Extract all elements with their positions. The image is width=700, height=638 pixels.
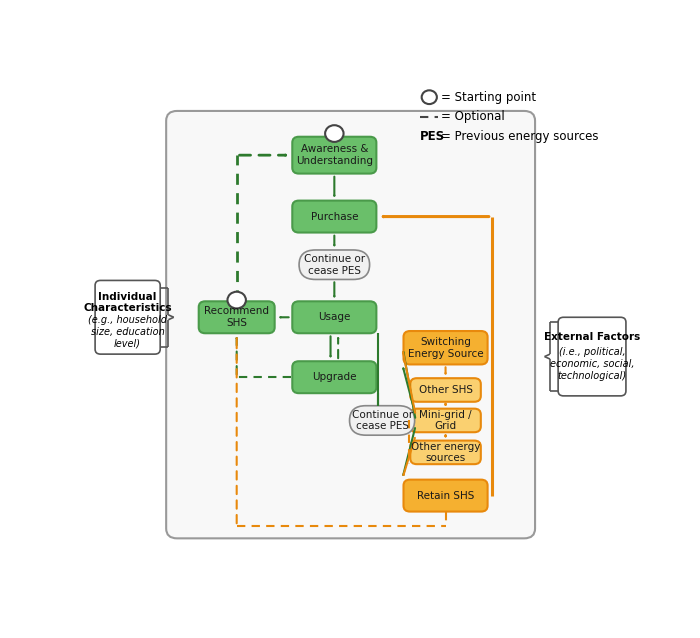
FancyBboxPatch shape [558,317,626,396]
Text: Awareness &
Understanding: Awareness & Understanding [296,144,373,166]
FancyBboxPatch shape [293,301,377,333]
Circle shape [325,125,344,142]
Text: Other SHS: Other SHS [419,385,472,395]
Text: Continue or
cease PES: Continue or cease PES [304,254,365,276]
FancyBboxPatch shape [403,480,488,512]
FancyBboxPatch shape [95,281,160,354]
FancyBboxPatch shape [403,331,488,364]
Text: Switching
Energy Source: Switching Energy Source [407,337,484,359]
Text: Other energy
sources: Other energy sources [411,441,480,463]
FancyBboxPatch shape [293,137,377,174]
Text: (i.e., political,
economic, social,
technological): (i.e., political, economic, social, tech… [550,347,634,380]
FancyBboxPatch shape [410,409,481,432]
FancyBboxPatch shape [410,378,481,402]
FancyBboxPatch shape [410,441,481,464]
FancyBboxPatch shape [166,111,535,538]
Text: Mini-grid /
Grid: Mini-grid / Grid [419,410,472,431]
Circle shape [421,91,437,104]
Text: Retain SHS: Retain SHS [417,491,474,501]
FancyBboxPatch shape [293,361,377,393]
Text: Continue or
cease PES: Continue or cease PES [351,410,412,431]
Text: = Previous energy sources: = Previous energy sources [441,130,598,143]
FancyBboxPatch shape [299,250,370,279]
FancyBboxPatch shape [293,200,377,232]
Text: (e.g., household
size, education
level): (e.g., household size, education level) [88,315,167,348]
FancyBboxPatch shape [349,406,414,435]
Text: = Optional: = Optional [441,110,505,123]
Text: External Factors: External Factors [544,332,640,342]
Text: Upgrade: Upgrade [312,372,356,382]
Text: Individual
Characteristics: Individual Characteristics [83,292,172,313]
Text: Purchase: Purchase [311,212,358,221]
Text: Usage: Usage [318,312,351,322]
FancyBboxPatch shape [199,301,274,333]
Text: PES: PES [420,130,445,143]
Circle shape [228,292,246,308]
Text: = Starting point: = Starting point [441,91,536,104]
Text: Recommend
SHS: Recommend SHS [204,306,270,328]
